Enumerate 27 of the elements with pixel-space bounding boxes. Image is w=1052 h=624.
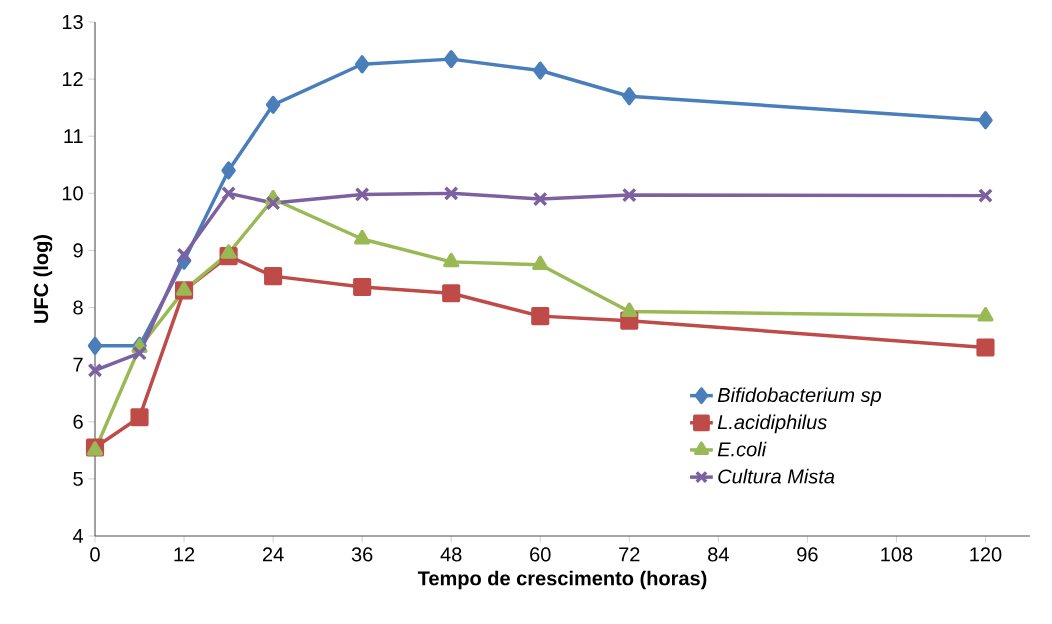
x-tick-label: 120 [970, 547, 1002, 562]
y-tick-label: 6 [73, 414, 83, 429]
legend-label: Cultura Mista [718, 468, 835, 484]
x-tick-label: 72 [619, 547, 640, 562]
legend-label: E.coli [717, 441, 767, 457]
x-tick-label: 60 [530, 547, 551, 562]
x-tick-label: 108 [881, 547, 913, 562]
y-tick-label: 4 [72, 529, 84, 543]
y-axis-title: UFC (log) [33, 235, 53, 323]
x-tick-label: 36 [351, 547, 373, 562]
x-tick-label: 84 [708, 547, 729, 562]
y-tick-label: 7 [73, 357, 83, 372]
y-tick-label: 9 [73, 243, 83, 258]
legend-label: L.acidiphilus [717, 414, 827, 434]
legend-label: Bifidobacterium sp [717, 387, 882, 407]
y-tick-label: 10 [62, 186, 83, 201]
y-tick-label: 5 [73, 471, 83, 486]
x-axis-title: Tempo de crescimento (horas) [417, 570, 707, 590]
x-tick-label: 48 [440, 547, 462, 562]
y-tick-label: 11 [64, 129, 83, 144]
x-tick-label: 12 [174, 547, 195, 562]
x-tick-label: 24 [262, 547, 284, 562]
x-tick-label: 96 [797, 547, 818, 562]
y-tick-label: 13 [62, 14, 83, 30]
x-tick-label: 0 [90, 547, 100, 562]
y-tick-label: 8 [73, 300, 83, 315]
y-tick-label: 12 [62, 72, 83, 87]
